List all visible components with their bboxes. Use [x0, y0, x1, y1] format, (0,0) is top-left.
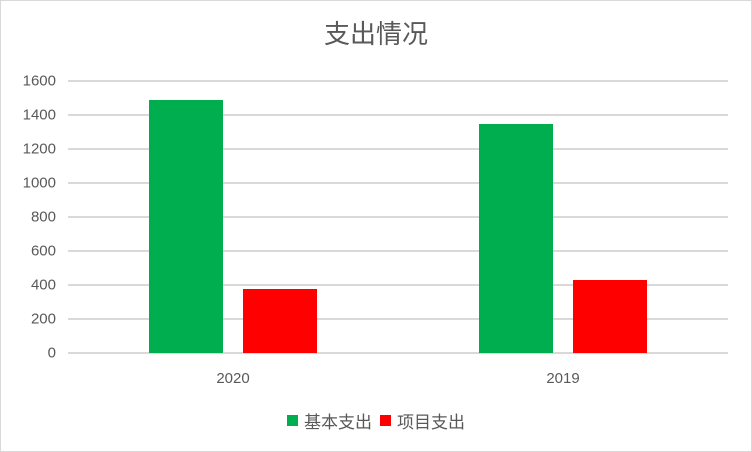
y-tick-label: 1200: [22, 140, 56, 158]
bar-2020-1: [243, 289, 317, 353]
legend-item-project: 项目支出: [380, 408, 465, 433]
gridline: [68, 250, 728, 252]
gridline: [68, 182, 728, 184]
plot-area: [68, 80, 728, 354]
legend-label-project: 项目支出: [397, 413, 465, 433]
legend-label-basic: 基本支出: [304, 413, 372, 433]
x-tick-label: 2019: [546, 370, 580, 387]
y-tick-label: 200: [30, 310, 56, 328]
y-tick-label: 400: [30, 276, 56, 294]
bar-2019-1: [573, 280, 647, 353]
x-tick-label: 2020: [216, 370, 250, 387]
y-tick-label: 1600: [22, 72, 56, 90]
legend: 基本支出 项目支出: [0, 408, 752, 433]
gridline: [68, 352, 728, 354]
gridline: [68, 148, 728, 150]
y-tick-label: 0: [47, 344, 56, 362]
y-tick-label: 800: [30, 208, 56, 226]
bar-2020-0: [149, 100, 223, 353]
gridline: [68, 284, 728, 286]
legend-swatch-basic-icon: [287, 415, 298, 426]
bar-2019-0: [479, 124, 553, 353]
chart-title: 支出情况: [323, 20, 428, 50]
gridline: [68, 318, 728, 320]
gridline: [68, 216, 728, 218]
y-tick-label: 1400: [22, 106, 56, 124]
y-tick-label: 600: [30, 242, 56, 260]
legend-swatch-project-icon: [380, 415, 391, 426]
y-tick-label: 1000: [22, 174, 56, 192]
gridline: [68, 114, 728, 116]
legend-item-basic: 基本支出: [287, 408, 372, 433]
gridline: [68, 80, 728, 82]
